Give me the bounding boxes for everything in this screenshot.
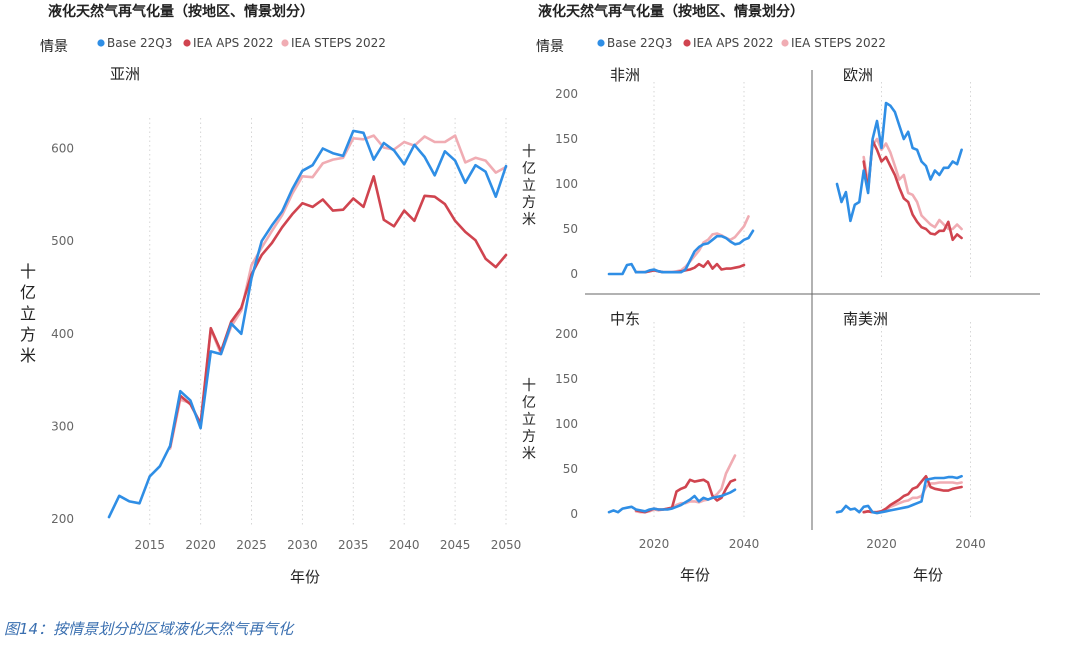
y-axis-label-char: 方 <box>522 429 536 445</box>
x-tick-label: 2020 <box>185 538 216 552</box>
x-tick-label: 2040 <box>955 537 986 551</box>
series-line-base-22q3 <box>107 129 508 519</box>
legend-right: Base 22Q3 IEA APS 2022 IEA STEPS 2022 <box>597 36 886 50</box>
chart-title-left: 液化天然气再气化量（按地区、情景划分） <box>48 3 314 20</box>
series-line-iea-steps-2022 <box>634 215 750 274</box>
y-tick-label: 200 <box>555 327 578 341</box>
legend-marker-iea-aps-2022 <box>183 39 191 47</box>
y-tick-label: 400 <box>51 327 74 341</box>
legend-heading-left: 情景 <box>40 39 68 55</box>
legend-label-iea-aps-2022: IEA APS 2022 <box>193 36 274 50</box>
plot-middle-east: 0 50 100 150 200 2020 2040 <box>555 322 759 551</box>
legend-label-base-22q3: Base 22Q3 <box>107 36 172 50</box>
y-tick-label: 200 <box>51 512 74 526</box>
x-tick-label: 2050 <box>491 538 522 552</box>
panel-label-south-america: 南美洲 <box>843 310 888 328</box>
y-axis-label-char: 米 <box>522 446 536 462</box>
y-axis-label-char: 十 <box>522 144 536 160</box>
plot-asia: 200 300 400 500 600 2015 2020 2025 2030 2035 2040 2… <box>51 118 521 552</box>
legend-left: Base 22Q3 IEA APS 2022 IEA STEPS 2022 <box>97 36 386 50</box>
series-line-base-22q3 <box>607 488 737 514</box>
x-tick-label: 2040 <box>389 538 420 552</box>
series-line-iea-steps-2022 <box>168 134 508 450</box>
plot-africa: 0 50 100 150 200 <box>555 82 755 281</box>
y-axis-label-char: 米 <box>20 346 36 365</box>
x-axis-label-south-america: 年份 <box>913 566 943 584</box>
y-axis-label-char: 亿 <box>522 395 536 411</box>
legend-marker-iea-steps-2022 <box>281 39 289 47</box>
y-axis-label-char: 方 <box>522 195 536 211</box>
y-axis-label-char: 米 <box>522 212 536 228</box>
plot-europe <box>835 82 971 280</box>
y-axis-label-char: 立 <box>522 412 536 428</box>
panel-label-europe: 欧洲 <box>843 66 873 84</box>
y-tick-label: 150 <box>555 132 578 146</box>
y-axis-label-char: 十 <box>20 262 36 281</box>
y-axis-label-char: 十 <box>522 378 536 394</box>
y-tick-label: 600 <box>51 142 74 156</box>
series-line-base-22q3 <box>607 229 755 276</box>
plot-south-america: 2020 2040 <box>835 322 986 551</box>
legend-label-iea-steps-2022: IEA STEPS 2022 <box>291 36 386 50</box>
legend-marker-base-22q3 <box>97 39 105 47</box>
x-axis-label-left: 年份 <box>290 568 320 586</box>
x-tick-label: 2020 <box>639 537 670 551</box>
y-axis-label-char: 方 <box>20 325 36 344</box>
series-line-base-22q3 <box>835 474 963 515</box>
x-tick-label: 2030 <box>287 538 318 552</box>
chart-title-right: 液化天然气再气化量（按地区、情景划分） <box>538 3 804 20</box>
legend-label-iea-aps-2022: IEA APS 2022 <box>693 36 774 50</box>
y-tick-label: 0 <box>570 267 578 281</box>
series-line-iea-aps-2022 <box>168 175 508 449</box>
y-tick-label: 100 <box>555 177 578 191</box>
legend-label-base-22q3: Base 22Q3 <box>607 36 672 50</box>
y-tick-label: 50 <box>563 462 578 476</box>
x-tick-label: 2045 <box>440 538 471 552</box>
legend-marker-base-22q3 <box>597 39 605 47</box>
series-line-base-22q3 <box>835 101 963 223</box>
y-axis-label-char: 亿 <box>20 283 36 302</box>
y-axis-label-char: 立 <box>20 304 36 323</box>
legend-heading-right: 情景 <box>536 39 564 55</box>
y-axis-label-char: 立 <box>522 178 536 194</box>
y-tick-label: 300 <box>51 419 74 433</box>
x-tick-label: 2040 <box>729 537 760 551</box>
y-axis-label-char: 亿 <box>522 161 536 177</box>
y-tick-label: 150 <box>555 372 578 386</box>
legend-marker-iea-aps-2022 <box>683 39 691 47</box>
x-tick-label: 2025 <box>236 538 267 552</box>
x-tick-label: 2035 <box>338 538 369 552</box>
y-tick-label: 100 <box>555 417 578 431</box>
panel-label-asia: 亚洲 <box>110 65 140 83</box>
y-tick-label: 500 <box>51 234 74 248</box>
panel-label-africa: 非洲 <box>610 66 640 84</box>
y-tick-label: 50 <box>563 222 578 236</box>
y-tick-label: 200 <box>555 87 578 101</box>
x-axis-label-middle-east: 年份 <box>680 566 710 584</box>
series-line-iea-steps-2022 <box>862 481 963 514</box>
x-tick-label: 2020 <box>866 537 897 551</box>
panel-label-middle-east: 中东 <box>610 310 640 328</box>
legend-marker-iea-steps-2022 <box>781 39 789 47</box>
x-tick-label: 2015 <box>134 538 165 552</box>
series-line-iea-aps-2022 <box>862 139 963 242</box>
legend-label-iea-steps-2022: IEA STEPS 2022 <box>791 36 886 50</box>
figure-caption: 图14：按情景划分的区域液化天然气再气化 <box>4 620 294 638</box>
y-tick-label: 0 <box>570 507 578 521</box>
